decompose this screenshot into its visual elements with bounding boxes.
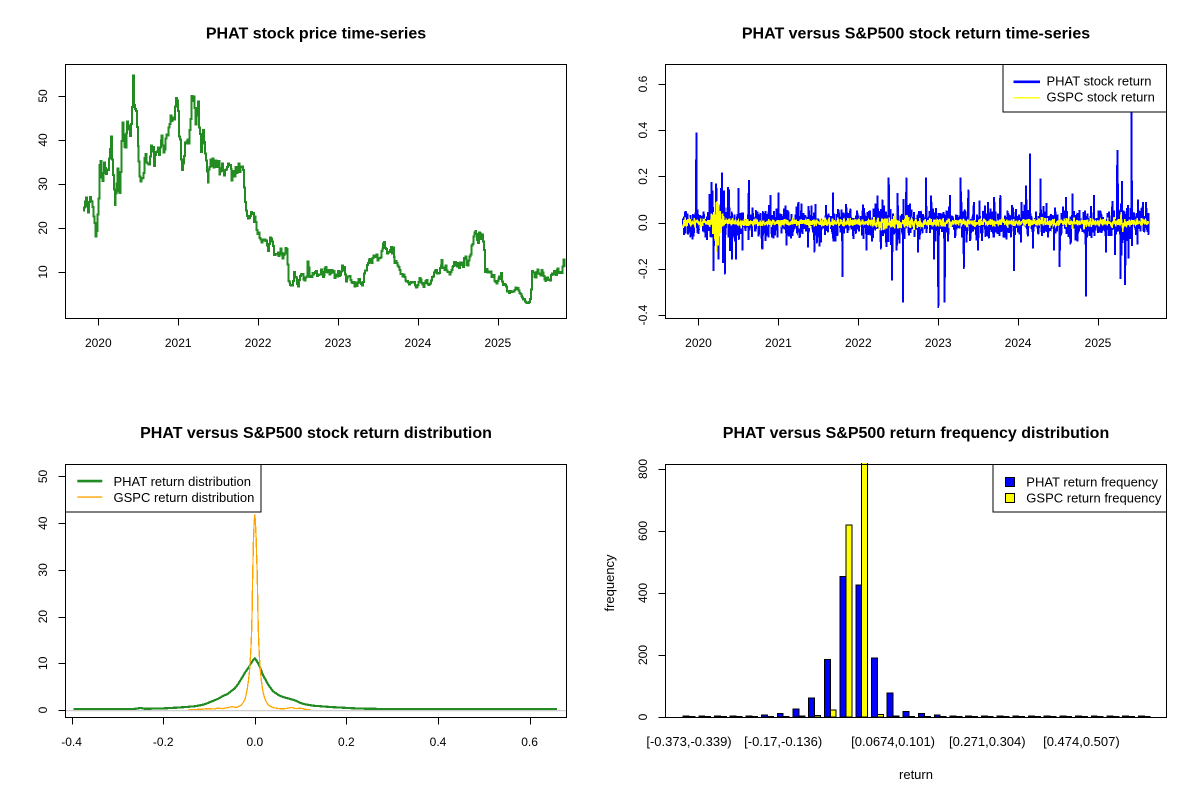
svg-text:GSPC return frequency: GSPC return frequency xyxy=(1026,491,1162,506)
svg-text:PHAT versus S&P500 return freq: PHAT versus S&P500 return frequency dist… xyxy=(723,425,1109,442)
svg-text:800: 800 xyxy=(636,459,650,479)
svg-text:PHAT versus S&P500 stock retur: PHAT versus S&P500 stock return time-ser… xyxy=(742,26,1090,43)
svg-text:30: 30 xyxy=(36,563,50,577)
svg-text:0.4: 0.4 xyxy=(430,735,447,749)
svg-text:[-0.373,-0.339): [-0.373,-0.339) xyxy=(646,734,731,749)
svg-text:-0.2: -0.2 xyxy=(636,258,650,279)
svg-text:600: 600 xyxy=(636,521,650,541)
svg-text:40: 40 xyxy=(36,133,50,147)
svg-text:50: 50 xyxy=(36,470,50,484)
svg-text:PHAT return distribution: PHAT return distribution xyxy=(114,474,252,489)
svg-text:0.4: 0.4 xyxy=(636,122,650,139)
svg-text:10: 10 xyxy=(36,656,50,670)
svg-text:0.0: 0.0 xyxy=(246,735,263,749)
svg-text:PHAT stock return: PHAT stock return xyxy=(1047,74,1152,89)
svg-text:-0.2: -0.2 xyxy=(153,735,174,749)
svg-text:GSPC stock return: GSPC stock return xyxy=(1047,90,1155,105)
svg-text:2024: 2024 xyxy=(1005,336,1032,350)
svg-text:GSPC return distribution: GSPC return distribution xyxy=(114,490,255,505)
svg-text:2020: 2020 xyxy=(685,336,712,350)
svg-text:10: 10 xyxy=(36,265,50,279)
svg-text:PHAT return frequency: PHAT return frequency xyxy=(1026,475,1158,490)
svg-text:2025: 2025 xyxy=(484,336,511,350)
svg-text:frequency: frequency xyxy=(602,554,617,612)
svg-text:0.2: 0.2 xyxy=(338,735,355,749)
svg-text:2022: 2022 xyxy=(245,336,272,350)
svg-text:2024: 2024 xyxy=(405,336,432,350)
svg-text:2021: 2021 xyxy=(765,336,792,350)
svg-text:0.2: 0.2 xyxy=(636,168,650,185)
svg-text:-0.4: -0.4 xyxy=(61,735,82,749)
svg-text:[0.271,0.304): [0.271,0.304) xyxy=(949,734,1026,749)
svg-text:20: 20 xyxy=(36,221,50,235)
svg-text:40: 40 xyxy=(36,516,50,530)
svg-text:0.6: 0.6 xyxy=(521,735,538,749)
svg-text:30: 30 xyxy=(36,177,50,191)
svg-text:2020: 2020 xyxy=(85,336,112,350)
svg-text:return: return xyxy=(899,767,933,782)
svg-text:-0.4: -0.4 xyxy=(636,304,650,325)
svg-text:0.0: 0.0 xyxy=(636,214,650,231)
svg-text:0.6: 0.6 xyxy=(636,75,650,92)
svg-text:0: 0 xyxy=(636,713,650,720)
svg-text:200: 200 xyxy=(636,645,650,665)
svg-text:400: 400 xyxy=(636,583,650,603)
svg-text:2021: 2021 xyxy=(165,336,192,350)
svg-text:2023: 2023 xyxy=(925,336,952,350)
svg-text:PHAT stock price time-series: PHAT stock price time-series xyxy=(206,26,426,43)
svg-text:20: 20 xyxy=(36,610,50,624)
svg-text:2023: 2023 xyxy=(325,336,352,350)
svg-text:[-0.17,-0.136): [-0.17,-0.136) xyxy=(744,734,822,749)
svg-text:0: 0 xyxy=(36,706,50,713)
svg-text:2025: 2025 xyxy=(1085,336,1112,350)
svg-text:2022: 2022 xyxy=(845,336,872,350)
svg-text:[0.474,0.507): [0.474,0.507) xyxy=(1043,734,1120,749)
svg-text:50: 50 xyxy=(36,89,50,103)
svg-text:[0.0674,0.101): [0.0674,0.101) xyxy=(851,734,935,749)
svg-text:PHAT versus S&P500 stock retur: PHAT versus S&P500 stock return distribu… xyxy=(140,425,492,442)
